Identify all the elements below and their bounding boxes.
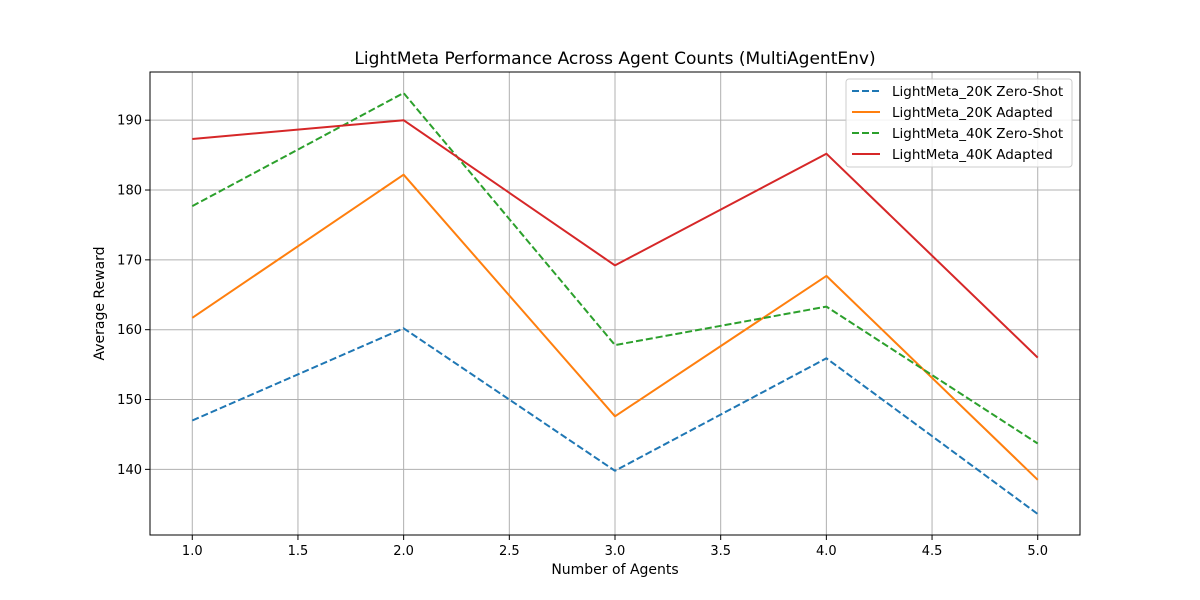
legend-box [845, 78, 1073, 168]
legend-label-2: LightMeta_20K Adapted [892, 105, 1053, 121]
y-tick-label: 150 [117, 393, 142, 408]
x-tick-label: 2.5 [499, 544, 520, 559]
series-line-1 [191, 327, 1039, 515]
x-tick-label: 2.0 [393, 544, 414, 559]
y-tick-label: 180 [117, 184, 142, 199]
x-tick-label: 4.0 [816, 544, 837, 559]
y-tick-label: 170 [117, 253, 142, 268]
x-tick-label: 5.0 [1027, 544, 1048, 559]
legend-label-1: LightMeta_20K Zero-Shot [892, 84, 1063, 100]
x-tick-label: 1.5 [288, 544, 309, 559]
x-tick-label: 4.5 [922, 544, 943, 559]
y-tick-label: 160 [117, 323, 142, 338]
y-tick-label: 190 [117, 114, 142, 129]
legend: LightMeta_20K Zero-Shot LightMeta_20K Ada… [845, 78, 1073, 168]
series-line-4 [192, 119, 1039, 359]
axis-ticks: 1.0 1.5 2.0 2.5 3.0 3.5 4.0 4.5 5.0 140 150 160 170 1… [117, 114, 1048, 559]
x-tick-label: 3.5 [710, 544, 731, 559]
legend-label-3: LightMeta_40K Zero-Shot [892, 126, 1063, 142]
y-axis-label: Average Reward [92, 246, 108, 360]
y-tick-label: 140 [117, 463, 142, 478]
x-tick-label: 3.0 [605, 544, 626, 559]
x-tick-label: 1.0 [182, 544, 203, 559]
legend-label-4: LightMeta_40K Adapted [892, 147, 1053, 163]
chart-title: LightMeta Performance Across Agent Count… [354, 49, 875, 69]
x-axis-label: Number of Agents [551, 562, 678, 578]
series-line-2 [191, 173, 1039, 481]
series-lines [191, 92, 1039, 515]
